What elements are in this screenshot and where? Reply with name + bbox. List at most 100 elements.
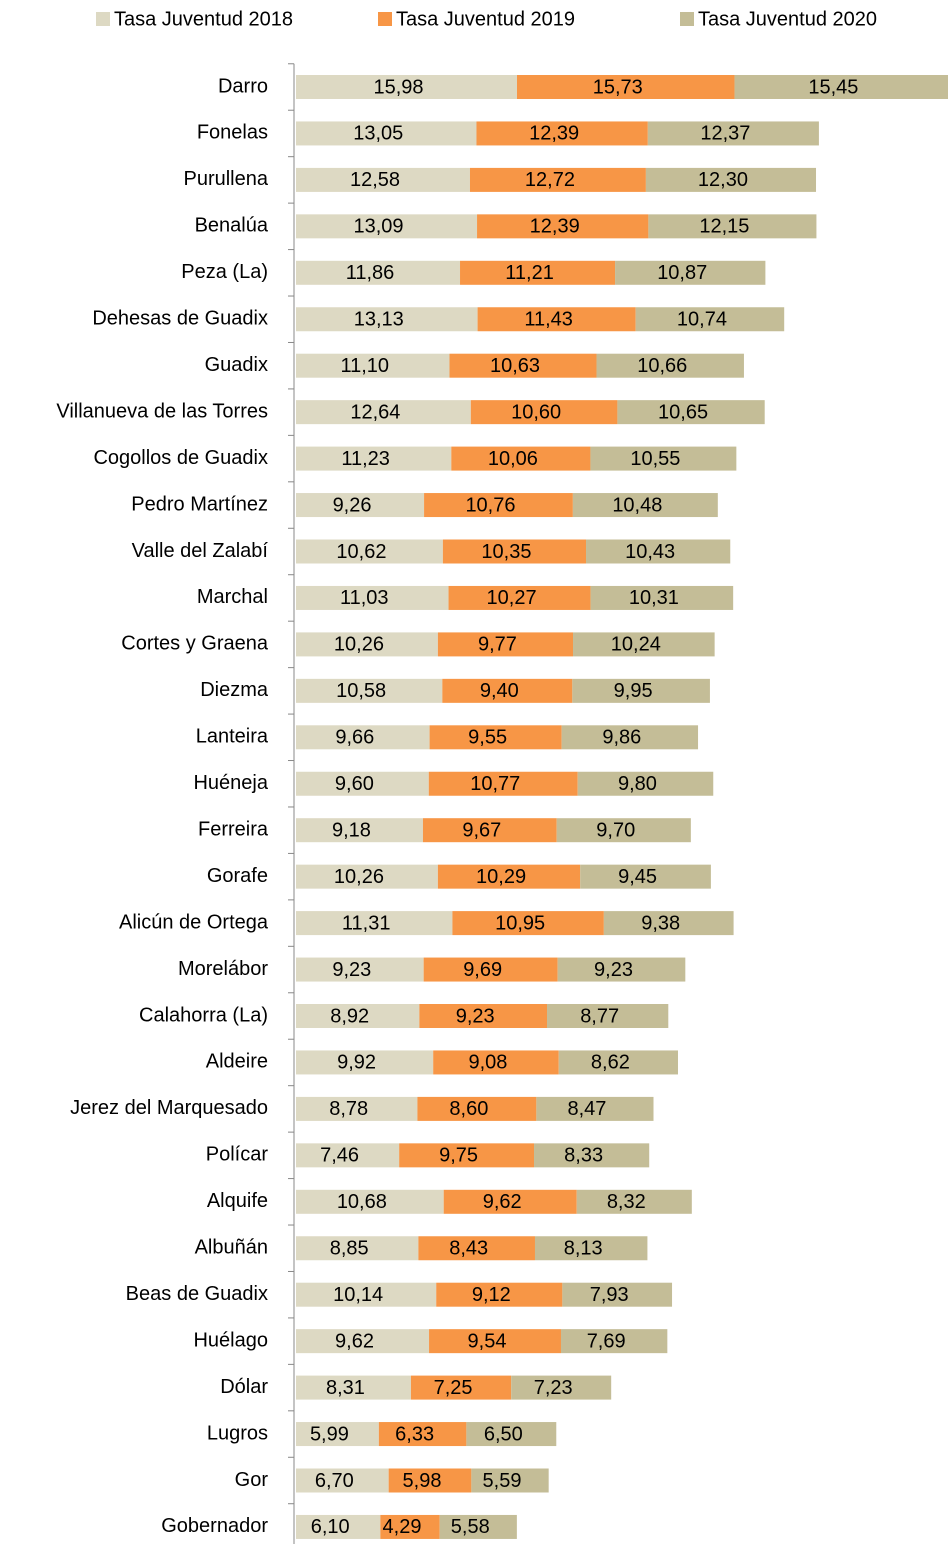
bar-segment [469,167,646,192]
data-label: 9,23 [456,1005,495,1027]
data-label: 11,31 [342,912,391,934]
data-label: 10,27 [487,587,537,609]
data-label: 10,60 [511,401,561,423]
data-label: 5,98 [403,1470,442,1492]
bar-segment [470,400,618,425]
bar-segment [429,725,562,750]
bar-segment [296,1096,418,1121]
bar-segment [433,1050,559,1075]
bar-segment [429,1329,561,1354]
data-label: 7,46 [320,1145,359,1167]
bar-segment [580,864,711,889]
data-label: 9,18 [332,819,371,841]
data-label: 12,30 [698,169,748,191]
data-label: 7,69 [587,1330,626,1352]
bar-segment [517,75,735,99]
bar-segment [603,911,734,936]
bar-segment [534,1236,648,1261]
category-label: Alquife [207,1190,268,1212]
data-label: 11,21 [505,262,554,284]
bar-segment [452,911,604,936]
bar-segment [443,1189,577,1214]
data-label: 8,32 [607,1191,646,1213]
bar-segment [576,1189,692,1214]
bar-segment [296,214,478,239]
bar-segment [577,771,714,796]
data-label: 8,13 [564,1238,603,1260]
data-label: 12,58 [350,169,400,191]
data-label: 9,62 [483,1191,522,1213]
data-label: 9,12 [472,1284,511,1306]
data-label: 10,24 [611,634,661,656]
category-label: Gobernador [161,1515,268,1537]
data-label: 12,39 [529,123,579,145]
category-label: Huéneja [193,772,268,794]
bar-segment [296,493,425,518]
data-label: 4,29 [383,1516,422,1538]
data-label: 9,23 [332,959,371,981]
bar-segment [534,1143,650,1168]
bar-segment [448,585,591,610]
data-label: 8,43 [449,1238,488,1260]
data-label: 10,43 [625,541,675,563]
bar-segment [422,818,557,843]
category-label: Albuñán [195,1237,268,1259]
data-label: 9,23 [594,959,633,981]
bar-segment [296,678,443,703]
bar-segment [296,1143,400,1168]
legend-swatch [96,12,110,26]
data-label: 9,62 [335,1330,374,1352]
bar-segment [378,1422,467,1447]
data-label: 8,92 [330,1005,369,1027]
legend-label: Tasa Juventud 2020 [698,8,877,30]
bar-segment [557,957,686,982]
data-label: 10,14 [333,1284,383,1306]
data-label: 8,62 [591,1052,630,1074]
bar-segment [296,539,443,564]
bar-segment [296,1050,434,1075]
data-label: 10,68 [337,1191,387,1213]
category-label: Cortes y Graena [121,633,269,655]
category-label: Marchal [197,586,268,608]
data-label: 9,45 [618,866,657,888]
data-label: 7,25 [434,1377,473,1399]
bar-segment [296,957,424,982]
category-label: Dólar [220,1376,268,1398]
bar-segment [388,1468,472,1493]
category-label: Cogollos de Guadix [93,447,268,469]
data-label: 11,43 [524,309,573,331]
data-label: 13,09 [353,216,403,238]
data-label: 8,31 [326,1377,365,1399]
legend-swatch [378,12,392,26]
data-label: 10,63 [490,355,540,377]
bar-segment [477,214,649,239]
bar-segment [410,1375,512,1400]
data-label: 5,99 [310,1423,349,1445]
bar-segment [586,539,731,564]
category-label: Guadix [205,354,268,376]
bar-segment [460,260,616,285]
category-label: Pedro Martínez [131,493,268,515]
data-label: 9,55 [468,727,507,749]
bar-segment [436,1282,563,1307]
bar-segment [476,121,648,146]
data-label: 10,31 [629,587,679,609]
bar-segment [442,678,573,703]
bar-segment [424,493,573,518]
bar-segment [477,307,636,332]
bar-segment [590,446,737,471]
data-label: 9,75 [439,1145,478,1167]
bar-segment [296,1004,420,1028]
bar-segment [734,75,948,99]
category-label: Benalúa [195,215,269,237]
bar-segment [296,1468,389,1493]
data-label: 12,64 [350,401,400,423]
data-label: 9,40 [480,680,519,702]
bar-segment [296,1329,430,1354]
data-label: 9,08 [469,1052,508,1074]
data-label: 10,26 [334,634,384,656]
data-label: 12,39 [530,216,580,238]
category-label: Lanteira [196,726,269,748]
bar-segment [449,353,597,378]
bar-segment [471,1468,549,1493]
